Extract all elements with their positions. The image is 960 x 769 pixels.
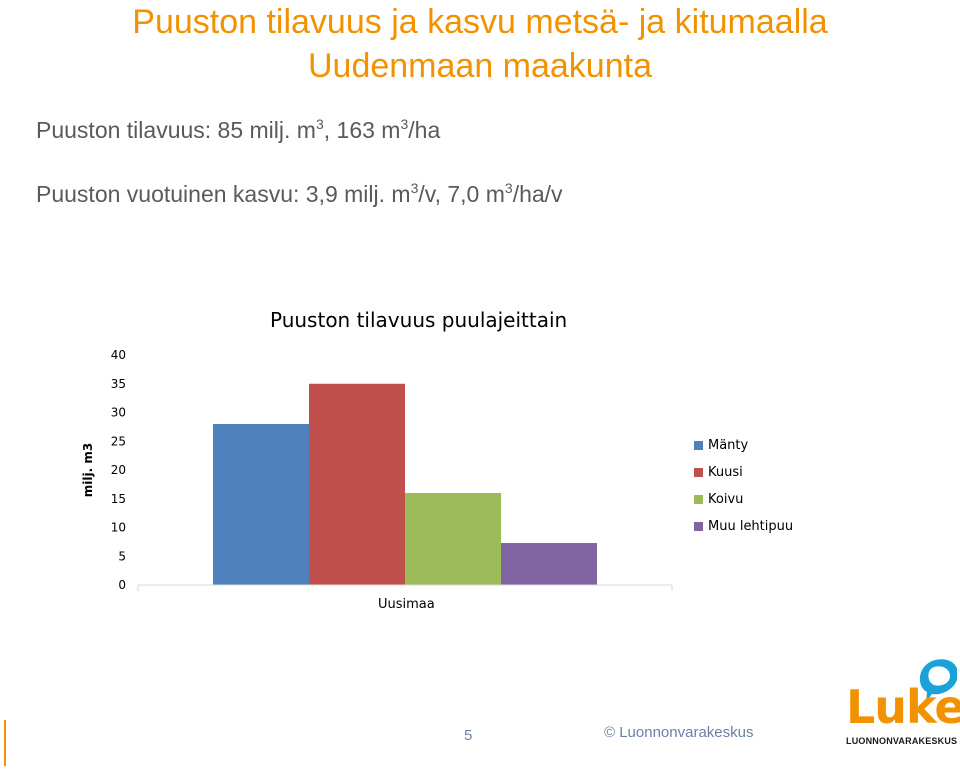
footer-accent-bar	[4, 720, 6, 766]
chart-title: Puuston tilavuus puulajeittain	[270, 308, 568, 332]
speech-bubble-icon	[919, 659, 957, 702]
y-tick-label: 35	[111, 377, 126, 391]
y-tick-label: 20	[111, 463, 126, 477]
volume-statement: Puuston tilavuus: 85 milj. m3, 163 m3/ha	[36, 116, 441, 143]
title-line-2: Uudenmaan maakunta	[307, 47, 652, 85]
legend-item-kuusi: Kuusi	[694, 459, 793, 486]
y-tick-label: 25	[111, 434, 126, 448]
legend-label: Mänty	[708, 438, 749, 453]
y-axis-ticks: 0 5 10 15 20 25 30 35 40	[111, 348, 126, 592]
legend-swatch	[694, 441, 703, 450]
copyright-text: © Luonnonvarakeskus	[604, 724, 754, 741]
logo-wordmark: Luke	[846, 680, 960, 734]
legend-label: Muu lehtipuu	[708, 519, 794, 534]
y-tick-label: 0	[118, 578, 126, 592]
y-tick-label: 30	[111, 406, 126, 420]
legend-item-manty: Mänty	[694, 432, 793, 459]
luke-logo: Luke LUONNONVARAKESKUS	[842, 656, 960, 751]
growth-statement: Puuston vuotuinen kasvu: 3,9 milj. m3/v,…	[36, 180, 563, 207]
bar-koivu	[405, 493, 501, 585]
page-title: Puuston tilavuus ja kasvu metsä- ja kitu…	[40, 0, 920, 88]
chart-legend: Mänty Kuusi Koivu Muu lehtipuu	[694, 432, 793, 540]
legend-swatch	[694, 495, 703, 504]
y-tick-label: 15	[111, 492, 126, 506]
y-tick-label: 5	[118, 549, 126, 563]
bar-mänty	[213, 424, 309, 585]
logo-subtitle: LUONNONVARAKESKUS	[846, 736, 958, 746]
legend-swatch	[694, 468, 703, 477]
legend-swatch	[694, 522, 703, 531]
bar-group	[213, 383, 597, 585]
title-line-1: Puuston tilavuus ja kasvu metsä- ja kitu…	[132, 3, 828, 41]
legend-item-koivu: Koivu	[694, 486, 793, 513]
x-category-label: Uusimaa	[378, 597, 435, 612]
legend-label: Kuusi	[708, 465, 743, 480]
y-tick-label: 40	[111, 348, 126, 362]
bar-muu-lehtipuu	[501, 543, 597, 585]
legend-label: Koivu	[708, 492, 744, 507]
legend-item-muu-lehtipuu: Muu lehtipuu	[694, 513, 793, 540]
bar-kuusi	[309, 383, 405, 585]
page-number: 5	[464, 727, 473, 744]
y-tick-label: 10	[111, 521, 126, 535]
